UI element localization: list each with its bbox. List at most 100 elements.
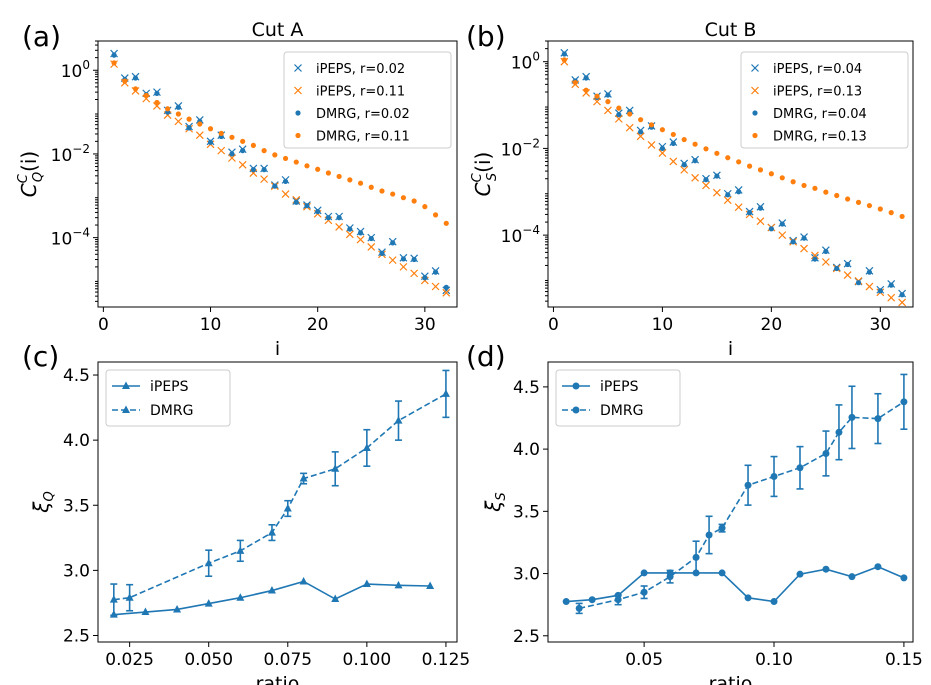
data-point [714,173,720,179]
x-marker-stroke [647,141,656,149]
x-marker-stroke [410,269,419,278]
data-point [666,573,674,581]
y-label-main: ξ [481,500,505,513]
panel-b: (b) Cut B0 10 20 3010010−210−4iCCS(i)iPEPS, … [466,19,914,360]
data-point [207,126,214,132]
data-point [174,117,183,126]
legend-item: DMRG [562,403,643,419]
x-marker-stroke [399,262,408,271]
legend-label: iPEPS, r=0.04 [773,62,862,77]
data-point [770,598,778,606]
legend-marker [295,110,301,116]
x-marker-stroke [898,298,907,307]
legend-item: DMRG, r=0.04 [752,107,867,122]
data-point [812,256,818,262]
data-point [125,593,134,601]
x-marker-stroke [153,102,161,110]
data-point [173,604,182,613]
axes-frame [97,361,458,643]
axes-frame [97,40,458,308]
y-tick-exponent: −2 [72,142,90,156]
legend-marker [751,86,759,95]
data-point [866,269,873,275]
data-point [282,178,289,185]
y-tick-label: 3.5 [63,496,90,516]
legend-marker [294,64,302,72]
data-point [898,298,907,307]
data-point [845,261,851,268]
series-dmrg [575,373,908,615]
x-tick-label: 30 [869,315,891,335]
data-point [111,52,117,58]
data-point [734,203,743,212]
data-point [736,189,742,195]
data-point [283,504,292,512]
data-point [272,152,278,158]
legend-marker [752,132,758,139]
legend-frame [555,369,681,427]
data-point [823,189,829,195]
y-tick-label: 100 [511,50,540,74]
data-point [670,131,676,138]
y-tick-exponent: −2 [522,136,540,150]
y-label-sub: S [485,173,500,181]
data-point [725,155,731,161]
data-point [197,121,203,127]
data-point [583,75,589,81]
data-point [367,242,376,251]
x-tick-label: 10 [652,315,674,335]
data-point [331,464,340,472]
x-marker-stroke [294,64,302,72]
data-point [356,235,365,244]
data-point [627,111,633,117]
x-marker-stroke [217,146,226,155]
x-marker-stroke [691,173,700,182]
x-marker-stroke [658,149,667,158]
y-tick-exponent: 0 [532,50,540,64]
data-point [431,282,440,291]
data-point [175,111,181,117]
legend-item: iPEPS, r=0.13 [751,85,862,100]
legend-label: DMRG, r=0.13 [773,130,867,145]
panel-d: (d)0.05 0.10 0.152.53.03.54.04.5ratioξSiPE… [466,340,923,685]
data-point [325,170,332,176]
data-point [757,167,764,173]
x-marker-stroke [431,282,440,291]
x-marker-stroke [636,132,645,141]
data-point [390,191,396,197]
data-point [703,146,709,152]
data-point [411,198,417,204]
data-point [718,569,726,577]
data-point [186,125,192,131]
series-dmrg-r-0.13 [561,57,905,220]
data-point [900,574,908,582]
data-point [441,389,450,397]
x-marker-stroke [751,64,759,72]
data-point [394,416,403,424]
data-point [228,154,236,162]
data-point [800,244,808,253]
x-marker-stroke [260,175,269,184]
x-marker-stroke [843,271,852,279]
data-point [899,292,905,298]
data-point [207,139,214,145]
data-point [400,195,407,201]
data-point [153,102,161,110]
legend-item: iPEPS [112,379,189,395]
data-point [204,599,213,607]
x-axis-label: i [728,338,733,360]
data-point [335,223,344,231]
x-tick-label: 0 [548,315,559,335]
y-label-sub: S [494,492,509,500]
legend-label: iPEPS, r=0.02 [316,62,405,77]
y-label-sup: C [16,173,31,183]
data-point [855,280,862,286]
data-point [659,127,666,133]
data-point [681,136,687,143]
x-marker-stroke [811,251,819,260]
legend: iPEPS DMRG [105,369,231,427]
data-point [640,588,648,596]
data-point [845,196,851,202]
data-point [394,580,403,589]
